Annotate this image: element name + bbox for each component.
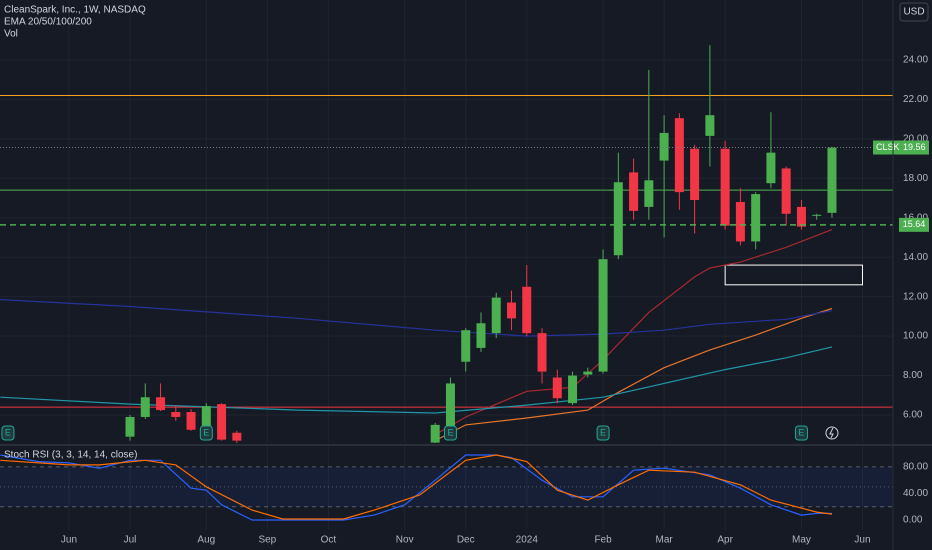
- indicator-line: [434, 307, 833, 442]
- candle-body: [552, 377, 562, 399]
- candle-body: [690, 148, 700, 201]
- earnings-marker: [794, 425, 808, 441]
- last-price-value: 19.56: [903, 142, 926, 152]
- x-tick-label: Jun: [61, 535, 77, 546]
- x-tick-label: Feb: [594, 535, 612, 546]
- y-tick-label: 6.00: [903, 410, 923, 421]
- x-tick-label: Oct: [321, 535, 337, 546]
- earnings-marker: [443, 425, 457, 441]
- x-tick-label: May: [792, 535, 811, 546]
- candle-body: [507, 302, 517, 319]
- earnings-marker: [596, 425, 610, 441]
- x-tick-label: Aug: [197, 535, 215, 546]
- earnings-marker: [1, 425, 15, 441]
- candle-body: [476, 323, 486, 348]
- candle-body: [598, 259, 608, 372]
- candle-body: [674, 118, 684, 193]
- candle-body: [156, 397, 166, 411]
- event-icon-bolt: [829, 427, 834, 439]
- x-tick-label: Jul: [124, 535, 137, 546]
- candle-body: [140, 397, 150, 417]
- candle-body: [766, 152, 776, 184]
- last-price-bg: [873, 140, 929, 155]
- y-tick-label: 40.00: [903, 488, 928, 499]
- candle-body: [629, 172, 639, 211]
- zone-box: [724, 264, 863, 286]
- indicator-line: [434, 229, 833, 436]
- x-tick-label: Dec: [457, 535, 475, 546]
- last-price-symbol: CLSK: [876, 142, 900, 152]
- candle-body: [445, 383, 455, 430]
- candle-body: [186, 412, 196, 430]
- event-icon: [825, 426, 839, 440]
- candle-body: [812, 214, 822, 216]
- y-tick-label: 22.00: [903, 94, 928, 105]
- support-label-bg: [899, 217, 929, 232]
- earnings-label: E: [447, 427, 453, 437]
- y-tick-label: 0.00: [903, 515, 923, 526]
- y-tick-label: 10.00: [903, 331, 928, 342]
- symbol-title: CleanSpark, Inc., 1W, NASDAQ: [4, 5, 146, 16]
- y-tick-label: 20.00: [903, 133, 928, 144]
- indicator-line: [0, 299, 833, 337]
- candle-body: [751, 194, 761, 242]
- candle-body: [781, 168, 791, 214]
- candle-body: [537, 333, 547, 372]
- axes: Jun Jul Aug Sep Oct Nov Dec 2024 Feb Mar Apr May Jun…: [61, 55, 929, 546]
- candle-body: [720, 148, 730, 226]
- indicator-line: [0, 346, 833, 414]
- candle-body: [522, 286, 532, 334]
- stoch-title: Stoch RSI (3, 3, 14, 14, close): [4, 450, 137, 461]
- candle-body: [171, 412, 181, 417]
- candle-body: [217, 404, 227, 440]
- candle-body: [125, 416, 135, 437]
- y-tick-label: 14.00: [903, 252, 928, 263]
- y-tick-label: 24.00: [903, 55, 928, 66]
- x-tick-label: Sep: [258, 535, 276, 546]
- candle-body: [430, 424, 440, 443]
- x-tick-label: Jun: [854, 535, 870, 546]
- candle-body: [827, 147, 837, 213]
- y-tick-label: 8.00: [903, 370, 923, 381]
- earnings-label: E: [600, 427, 606, 437]
- candle-body: [644, 180, 654, 207]
- stoch-band: [0, 466, 893, 507]
- candle-body: [613, 182, 623, 256]
- x-tick-label: 2024: [516, 535, 539, 546]
- candle-body: [583, 371, 593, 375]
- x-tick-label: Mar: [655, 535, 673, 546]
- candle-body: [568, 375, 578, 404]
- candle-body: [735, 201, 745, 242]
- y-tick-label: 18.00: [903, 173, 928, 184]
- currency-box[interactable]: [899, 2, 929, 22]
- candle-body: [491, 297, 501, 334]
- candle-body: [705, 115, 715, 136]
- earnings-label: E: [798, 427, 804, 437]
- candle-body: [659, 132, 669, 161]
- y-tick-label: 80.00: [903, 462, 928, 473]
- indicator-label: Vol: [4, 29, 18, 40]
- y-tick-label: 12.00: [903, 291, 928, 302]
- indicator-label: EMA 20/50/100/200: [4, 17, 92, 28]
- support-label: 15.64: [903, 219, 926, 229]
- currency[interactable]: USD: [903, 7, 924, 18]
- earnings-label: E: [203, 427, 209, 437]
- x-tick-label: Apr: [717, 535, 733, 546]
- candle-body: [461, 330, 471, 362]
- candle-body: [796, 206, 806, 227]
- earnings-label: E: [5, 427, 11, 437]
- x-tick-label: Nov: [396, 535, 414, 546]
- earnings-marker: [199, 425, 213, 441]
- indicator-line: [0, 454, 833, 520]
- candle-body: [201, 406, 211, 430]
- candle-body: [232, 432, 242, 441]
- stoch-pane: [0, 447, 893, 530]
